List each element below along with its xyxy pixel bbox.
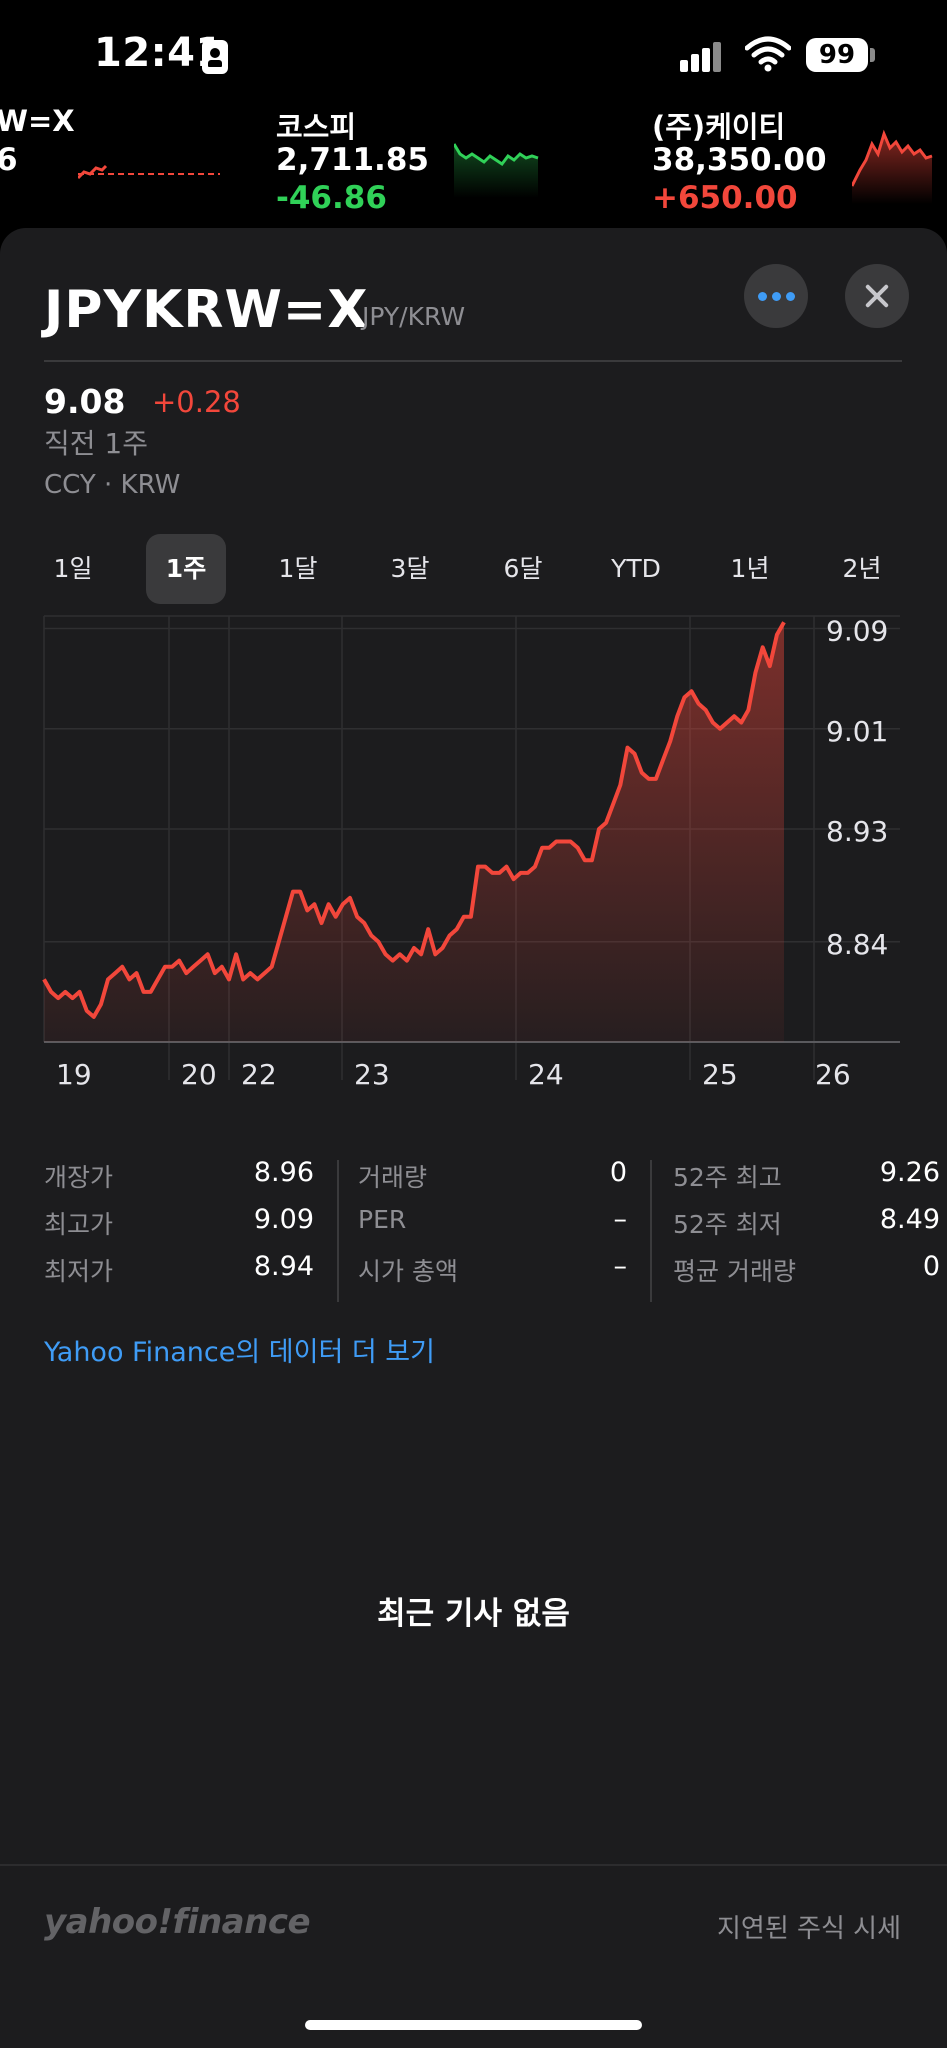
y-tick-label: 8.93	[826, 815, 888, 848]
yahoo-more-data-link[interactable]: Yahoo Finance의 데이터 더 보기	[44, 1337, 435, 1368]
stat-value: 8.94	[253, 1251, 314, 1282]
wifi-icon	[745, 36, 791, 72]
currency-label: CCY · KRW	[44, 470, 181, 500]
stat-value: 8.49	[879, 1204, 940, 1235]
cellular-signal-icon	[680, 40, 732, 72]
ticker-price: 6	[0, 142, 18, 178]
currency-pair: JPY/KRW	[362, 302, 466, 331]
chart-price-line	[42, 621, 786, 1019]
stat-value: 0	[922, 1251, 940, 1282]
tab-6m[interactable]: 6달	[503, 554, 543, 583]
ticker-name: (주)케이티	[652, 110, 786, 144]
chart-area-fill	[44, 622, 784, 1042]
battery-indicator: 99	[806, 38, 868, 72]
stat-label: PER	[358, 1205, 407, 1234]
x-tick-label: 22	[241, 1058, 277, 1091]
contact-card-icon	[202, 40, 228, 74]
x-tick-label: 24	[528, 1058, 564, 1091]
yahoo-finance-logo[interactable]: yahoo!finance	[44, 1902, 311, 1942]
stat-label: 거래량	[358, 1163, 428, 1192]
ticker-change: -46.86	[276, 180, 387, 216]
close-button[interactable]	[845, 264, 909, 328]
stat-value: 9.09	[253, 1204, 314, 1235]
tab-1d[interactable]: 1일	[53, 554, 93, 583]
detail-sheet	[0, 228, 947, 2048]
tab-1y[interactable]: 1년	[730, 554, 770, 583]
stat-label: 최저가	[44, 1257, 114, 1286]
more-icon	[758, 292, 767, 301]
status-time: 12:41	[94, 30, 224, 76]
y-tick-label: 9.09	[826, 615, 888, 648]
x-tick-label: 20	[181, 1058, 217, 1091]
stat-value: 8.96	[253, 1157, 314, 1188]
more-options-button[interactable]	[744, 264, 808, 328]
stat-label: 52주 최고	[673, 1163, 782, 1192]
tab-1w[interactable]: 1주	[146, 534, 226, 604]
stat-value: 9.26	[879, 1157, 940, 1188]
ticker-item[interactable]: W=X 6	[0, 104, 220, 214]
current-price: 9.08	[44, 382, 126, 421]
tab-1m[interactable]: 1달	[278, 554, 318, 583]
battery-tip	[870, 48, 875, 62]
stat-label: 52주 최저	[673, 1210, 782, 1239]
stat-value: –	[613, 1204, 628, 1235]
stat-label: 평균 거래량	[673, 1257, 796, 1286]
no-news-message: 최근 기사 없음	[377, 1596, 570, 1632]
stats-divider	[337, 1160, 339, 1302]
header-divider	[44, 360, 902, 362]
tab-ytd[interactable]: YTD	[611, 554, 661, 583]
ticker-item[interactable]: 코스피 2,711.85 -46.86	[276, 104, 546, 216]
stat-value: 0	[609, 1157, 627, 1188]
stat-label: 시가 총액	[358, 1257, 458, 1286]
range-tabs: 1일 1주 1달 3달 6달 YTD 1년 2년	[30, 534, 920, 604]
x-tick-label: 25	[702, 1058, 738, 1091]
tab-3m[interactable]: 3달	[390, 554, 430, 583]
x-tick-label: 23	[354, 1058, 390, 1091]
delayed-quote-note: 지연된 주식 시세	[717, 1914, 901, 1944]
period-label: 직전 1주	[44, 427, 148, 460]
ticker-change: +650.00	[652, 180, 798, 216]
ticker-sparkline	[78, 164, 220, 180]
y-tick-label: 9.01	[826, 715, 888, 748]
ticker-price: 38,350.00	[652, 142, 827, 178]
stat-label: 개장가	[44, 1163, 114, 1192]
ticker-name: W=X	[0, 104, 75, 138]
ticker-sparkline	[454, 143, 539, 198]
ticker-price: 2,711.85	[276, 142, 429, 178]
ticker-sparkline	[852, 129, 933, 204]
ticker-item[interactable]: (주)케이티 38,350.00 +650.00	[652, 104, 947, 216]
ticker-name: 코스피	[276, 110, 357, 144]
x-tick-label: 26	[815, 1058, 851, 1091]
x-tick-label: 19	[56, 1058, 92, 1091]
price-chart[interactable]: 9.09 9.01 8.93 8.84 19 20 22 23 24 25 26	[0, 612, 947, 1092]
y-tick-label: 8.84	[826, 928, 888, 961]
tab-2y[interactable]: 2년	[842, 554, 882, 583]
price-change: +0.28	[152, 385, 241, 419]
symbol-title: JPYKRW=X	[44, 280, 369, 340]
home-indicator[interactable]	[305, 2020, 642, 2030]
stats-divider	[650, 1160, 652, 1302]
stat-value: –	[613, 1251, 628, 1282]
stat-label: 최고가	[44, 1210, 114, 1239]
footer-divider	[0, 1864, 947, 1866]
